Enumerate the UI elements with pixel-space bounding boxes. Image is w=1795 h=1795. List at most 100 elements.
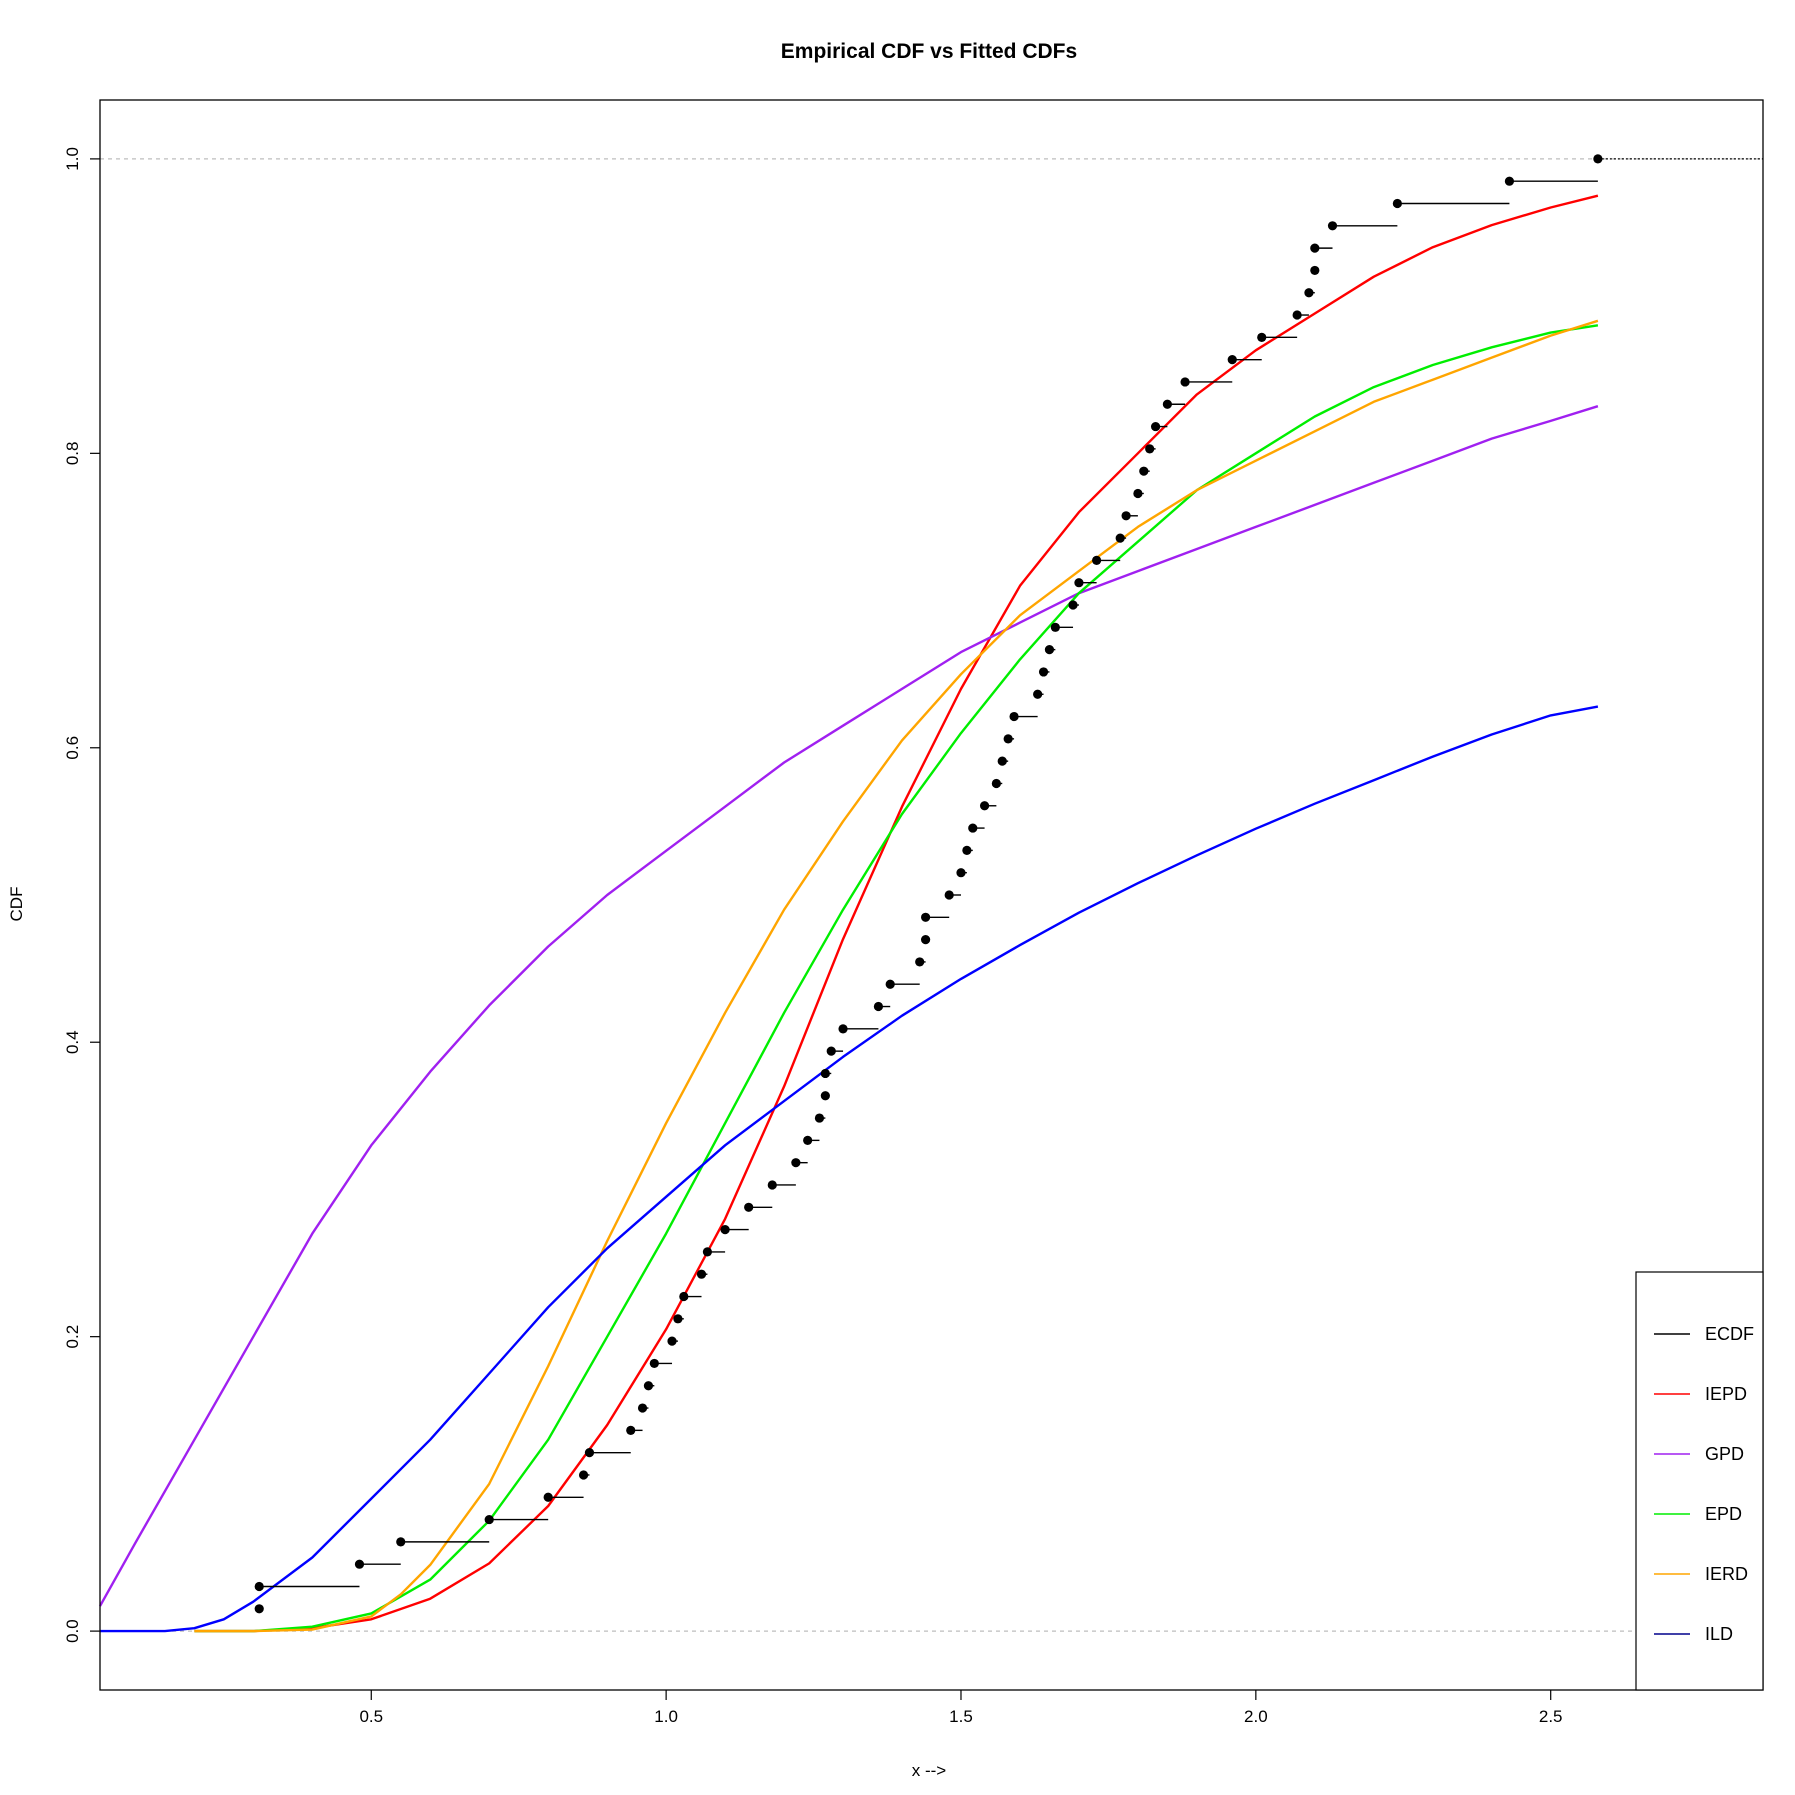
- x-tick-label: 0.5: [359, 1707, 383, 1726]
- ecdf-point: [1504, 176, 1515, 186]
- series-line-epd: [194, 324, 1599, 1633]
- ecdf-point: [484, 1514, 494, 1525]
- ecdf-point: [673, 1314, 683, 1324]
- ecdf-point: [1227, 355, 1237, 365]
- ecdf-point: [1180, 377, 1190, 387]
- series-line-ild: [100, 705, 1599, 1633]
- ecdf-point: [1068, 600, 1078, 610]
- ecdf-point: [968, 823, 978, 833]
- ecdf-point: [838, 1024, 848, 1034]
- ecdf-point: [643, 1381, 654, 1391]
- ecdf-point: [991, 778, 1001, 789]
- ecdf-point: [820, 1091, 830, 1101]
- ecdf-point: [1327, 221, 1338, 231]
- ecdf-point: [649, 1358, 659, 1369]
- legend-item-iepd: IEPD: [1654, 1384, 1747, 1404]
- ecdf-point: [626, 1425, 636, 1435]
- series-line-gpd: [98, 405, 1599, 1607]
- ecdf-point: [767, 1180, 777, 1190]
- y-axis-label: CDF: [7, 887, 26, 922]
- legend-box: [1635, 1271, 1764, 1691]
- legend-label: GPD: [1705, 1444, 1744, 1464]
- ecdf-point: [1003, 734, 1013, 744]
- chart-title: Empirical CDF vs Fitted CDFs: [781, 40, 1077, 63]
- y-tick-label: 0.4: [63, 1030, 82, 1054]
- ecdf-point: [354, 1559, 365, 1569]
- x-tick-label: 1.5: [949, 1707, 973, 1726]
- ecdf-point: [1150, 421, 1161, 432]
- ecdf-point: [826, 1046, 836, 1056]
- series-line-ierd: [194, 319, 1599, 1633]
- x-tick-label: 2.5: [1539, 1707, 1563, 1726]
- ecdf-point: [915, 957, 925, 967]
- y-tick-label: 1.0: [63, 147, 82, 171]
- ecdf-point: [1050, 622, 1060, 632]
- ecdf-point: [956, 868, 966, 878]
- ecdf-point: [1145, 444, 1155, 454]
- ecdf-point: [1115, 533, 1125, 543]
- ecdf-point: [921, 912, 931, 922]
- ecdf-point: [584, 1448, 595, 1458]
- legend-item-ild: ILD: [1654, 1624, 1733, 1644]
- ecdf-point: [944, 890, 954, 900]
- ecdf-point: [979, 801, 990, 811]
- ecdf-point: [1392, 198, 1402, 209]
- ecdf-point: [254, 1604, 264, 1614]
- y-tick-label: 0.0: [63, 1619, 82, 1643]
- ecdf-point: [1038, 667, 1049, 677]
- ecdf-point: [1009, 711, 1019, 722]
- ecdf-point: [1074, 578, 1084, 588]
- ecdf-point: [1162, 399, 1172, 409]
- legend-item-gpd: GPD: [1654, 1444, 1744, 1464]
- ecdf-point: [1257, 332, 1267, 342]
- x-tick-label: 2.0: [1244, 1707, 1268, 1726]
- ecdf-point: [1593, 154, 1603, 164]
- ecdf-point: [814, 1113, 825, 1123]
- ecdf-point: [744, 1202, 754, 1212]
- ecdf-point: [962, 845, 972, 855]
- legend-item-ierd: IERD: [1654, 1564, 1748, 1584]
- ecdf-point: [1033, 689, 1043, 699]
- plot-frame: [99, 99, 1764, 1691]
- x-axis-label: x -->: [912, 1761, 947, 1780]
- ecdf-point: [396, 1537, 406, 1547]
- legend-item-ecdf: ECDF: [1654, 1324, 1754, 1344]
- legend-label: ILD: [1705, 1624, 1733, 1644]
- ecdf-point: [720, 1224, 730, 1235]
- ecdf-point: [1310, 243, 1320, 253]
- x-tick-label: 1.0: [654, 1707, 678, 1726]
- ecdf-point: [885, 979, 895, 989]
- ecdf-point: [1292, 310, 1302, 320]
- ecdf-point: [921, 935, 931, 945]
- legend-label: IERD: [1705, 1564, 1748, 1584]
- legend-label: IEPD: [1705, 1384, 1747, 1404]
- legend: ECDF IEPD GPD EPD IERD ILD: [1635, 1271, 1764, 1691]
- ecdf-point: [1304, 288, 1314, 298]
- ecdf-point: [637, 1403, 648, 1413]
- ecdf-point: [543, 1492, 553, 1502]
- series-line-iepd: [194, 194, 1599, 1633]
- y-tick-label: 0.6: [63, 736, 82, 760]
- ecdf-point: [702, 1247, 713, 1257]
- ecdf-point: [820, 1068, 830, 1079]
- ecdf-point: [997, 756, 1007, 766]
- ecdf-point: [1310, 265, 1320, 276]
- legend-label: ECDF: [1705, 1324, 1754, 1344]
- legend-item-epd: EPD: [1654, 1504, 1742, 1524]
- ecdf-point: [667, 1336, 677, 1346]
- ecdf-point: [578, 1470, 589, 1480]
- ecdf-point: [1139, 466, 1149, 476]
- y-tick-label: 0.2: [63, 1325, 82, 1349]
- ecdf-point: [679, 1291, 689, 1302]
- y-tick-label: 0.8: [63, 442, 82, 466]
- ecdf-point: [696, 1269, 707, 1279]
- ecdf-point: [873, 1001, 884, 1012]
- ecdf-point: [1092, 555, 1102, 566]
- ecdf-point: [1133, 488, 1143, 499]
- ecdf-point: [791, 1158, 801, 1168]
- legend-label: EPD: [1705, 1504, 1742, 1524]
- ecdf-point: [254, 1581, 264, 1592]
- ecdf-point: [1044, 645, 1055, 655]
- plot-area: 0.5 1.0 1.5 2.0 2.5 0.0 0.2 0.4 0.6 0.8 1.0 ECDF IEP…: [63, 99, 1764, 1726]
